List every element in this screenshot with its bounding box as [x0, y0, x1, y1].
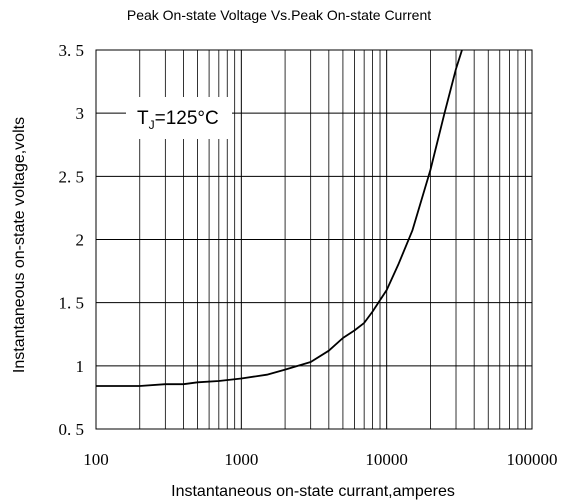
chart-title: Peak On-state Voltage Vs.Peak On-state C… — [127, 7, 431, 23]
y-tick-label: 0. 5 — [59, 420, 85, 439]
tj-annotation: TJ=125°C — [137, 108, 219, 132]
x-tick-label: 100 — [83, 450, 109, 469]
x-tick-label: 100000 — [507, 450, 558, 469]
y-tick-label: 3. 5 — [59, 41, 85, 60]
x-tick-labels: 100 1000 10000 100000 — [83, 450, 557, 469]
x-tick-label: 10000 — [365, 450, 408, 469]
y-tick-label: 1. 5 — [59, 294, 85, 313]
y-tick-label: 2. 5 — [59, 167, 85, 186]
y-tick-labels: 0. 5 1 1. 5 2 2. 5 3 3. 5 — [59, 41, 85, 439]
y-axis-label: Instantaneous on-state voltage,volts — [11, 117, 28, 373]
data-series — [96, 49, 463, 387]
tj-main: T — [137, 108, 149, 129]
y-tick-label: 2 — [76, 231, 85, 250]
tj-rest: =125°C — [155, 108, 219, 129]
plot-frame — [95, 49, 533, 430]
annotation-box — [126, 97, 232, 139]
x-axis-label: Instantaneous on-state currant,amperes — [171, 483, 455, 500]
y-tick-label: 3 — [76, 104, 85, 123]
y-tick-label: 1 — [76, 357, 85, 376]
x-tick-label: 1000 — [224, 450, 258, 469]
series-line — [96, 49, 463, 387]
tj-subscript: J — [149, 118, 155, 132]
